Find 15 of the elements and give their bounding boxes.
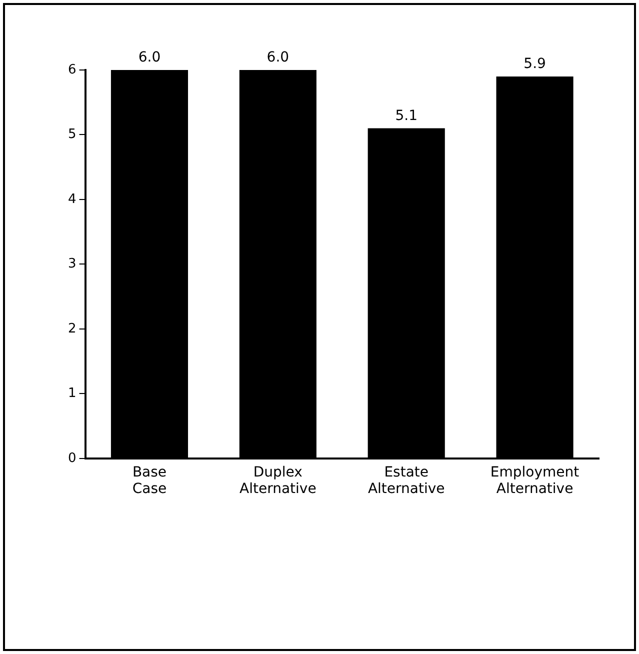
data-label: 6.0	[266, 50, 290, 66]
y-tick-label: 0	[68, 450, 76, 466]
y-tick-label: 1	[68, 386, 76, 402]
x-tick-label: Base Case	[132, 464, 167, 498]
y-tick-label: 3	[68, 256, 76, 272]
x-tick-label: Employment Alternative	[490, 464, 580, 498]
y-tick-label: 6	[68, 62, 76, 78]
data-label: 6.0	[138, 50, 161, 66]
y-tick-label: 4	[68, 192, 76, 207]
x-tick-label: Estate Alternative	[368, 464, 445, 498]
data-label: 5.1	[395, 108, 418, 124]
y-tick-label: 2	[68, 321, 76, 336]
data-label: 5.9	[524, 56, 546, 72]
y-tick-label: 5	[68, 127, 76, 142]
x-tick-label: Duplex Alternative	[240, 464, 316, 498]
